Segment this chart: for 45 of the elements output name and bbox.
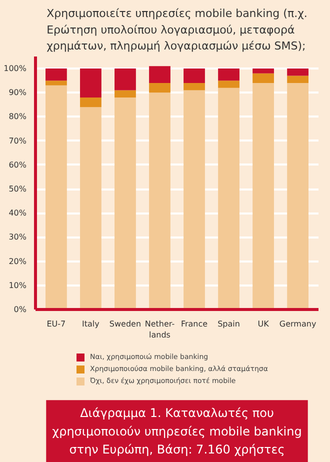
bar bbox=[80, 68, 102, 98]
y-tick-label: 90% bbox=[8, 88, 27, 98]
x-tick-label: Nether- lands bbox=[144, 320, 175, 340]
bar bbox=[149, 83, 170, 93]
bar bbox=[46, 80, 67, 86]
bar bbox=[218, 88, 240, 310]
bar bbox=[149, 92, 170, 310]
bar bbox=[184, 90, 205, 310]
bar bbox=[218, 68, 240, 81]
y-tick-label: 100% bbox=[4, 64, 27, 74]
y-tick-label: 30% bbox=[8, 232, 27, 242]
bar bbox=[149, 66, 170, 84]
y-tick-label: 10% bbox=[8, 280, 27, 290]
bar bbox=[80, 107, 102, 310]
y-tick-label: 60% bbox=[8, 160, 27, 170]
bar bbox=[252, 83, 274, 310]
bar bbox=[287, 83, 308, 310]
bar bbox=[114, 90, 136, 98]
x-tick-label: Sweden bbox=[109, 320, 142, 328]
bar bbox=[114, 68, 136, 90]
bar bbox=[184, 83, 205, 90]
bar bbox=[287, 68, 308, 76]
bar bbox=[184, 68, 205, 84]
y-tick-label: 70% bbox=[8, 136, 27, 146]
y-tick-label: 50% bbox=[8, 184, 27, 194]
y-tick-label: 40% bbox=[8, 208, 27, 218]
bar bbox=[80, 97, 102, 108]
x-tick-label: Spain bbox=[218, 320, 240, 328]
bar bbox=[287, 76, 308, 84]
text: Διάγραμμα 1. Καταναλωτές που χρησιμοποιούν υπηρεσίες mobile banking στην Ευρώπη, Βάση: 7.160 χρήστες bbox=[52, 406, 302, 456]
x-tick-label: EU-7 bbox=[46, 320, 66, 328]
bar bbox=[114, 97, 136, 310]
y-tick-label: 20% bbox=[8, 256, 27, 266]
x-tick-label: Germany bbox=[279, 320, 316, 328]
bar bbox=[218, 80, 240, 88]
bar bbox=[252, 68, 274, 74]
chart-title: Χρησιμοποιείτε υπηρεσίες mobile banking (π.χ. Ερώτηση υπολοίπου λογαριασμού, μεταφορά χρημάτων, πληρωμή λογαριασμών μέσω SMS); bbox=[46, 7, 308, 52]
bar bbox=[46, 68, 67, 81]
x-tick-label: UK bbox=[258, 320, 270, 328]
x-tick-label: Italy bbox=[82, 320, 100, 328]
bar bbox=[46, 85, 67, 310]
bar bbox=[252, 73, 274, 84]
y-tick-label: 80% bbox=[8, 112, 27, 122]
x-tick-label: France bbox=[180, 320, 208, 328]
y-tick-label: 0% bbox=[14, 305, 27, 314]
